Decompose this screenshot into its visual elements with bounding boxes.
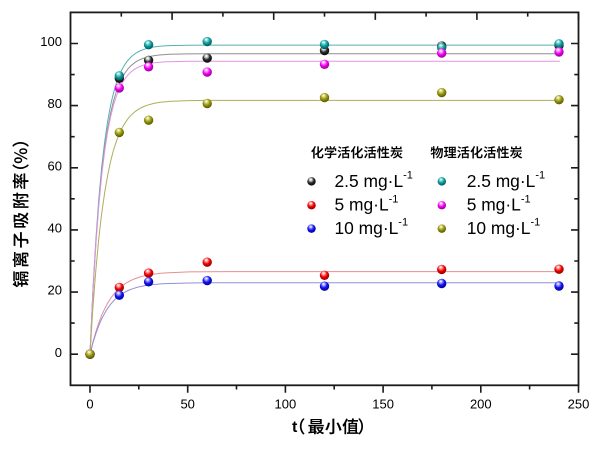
svg-text:250: 250 bbox=[568, 396, 590, 411]
svg-text:80: 80 bbox=[48, 96, 62, 111]
svg-text:50: 50 bbox=[180, 396, 194, 411]
svg-text:5 mg·L-1: 5 mg·L-1 bbox=[467, 193, 531, 214]
svg-text:t: t bbox=[292, 419, 298, 436]
svg-text:10 mg·L-1: 10 mg·L-1 bbox=[335, 217, 409, 238]
svg-text:150: 150 bbox=[372, 396, 394, 411]
svg-text:5 mg·L-1: 5 mg·L-1 bbox=[335, 193, 399, 214]
svg-text:100: 100 bbox=[40, 34, 62, 49]
svg-text:100: 100 bbox=[275, 396, 297, 411]
svg-text:0: 0 bbox=[55, 345, 62, 360]
svg-text:10 mg·L-1: 10 mg·L-1 bbox=[467, 217, 541, 238]
svg-text:200: 200 bbox=[470, 396, 492, 411]
svg-text:2.5 mg·L-1: 2.5 mg·L-1 bbox=[467, 170, 545, 191]
svg-text:40: 40 bbox=[48, 221, 62, 236]
svg-text:60: 60 bbox=[48, 158, 62, 173]
svg-text:0: 0 bbox=[86, 396, 93, 411]
svg-text:2.5 mg·L-1: 2.5 mg·L-1 bbox=[335, 170, 413, 191]
svg-text:20: 20 bbox=[48, 283, 62, 298]
